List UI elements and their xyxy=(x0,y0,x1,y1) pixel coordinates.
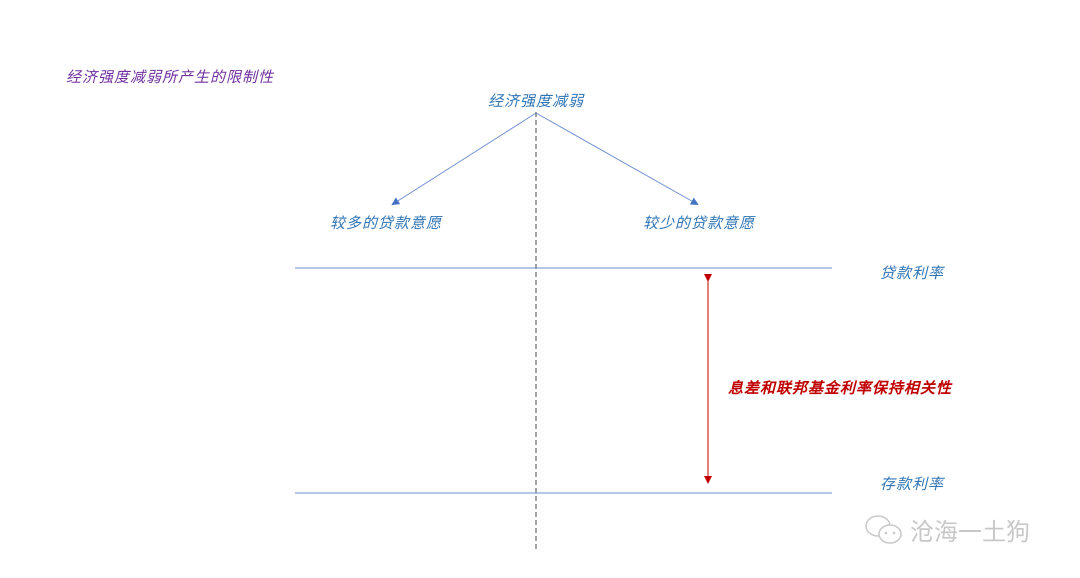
loan-rate-label: 贷款利率 xyxy=(880,264,945,282)
spread-label: 息差和联邦基金利率保持相关性 xyxy=(728,379,953,397)
arrow-to-right-branch xyxy=(535,112,699,205)
root-node-label: 经济强度减弱 xyxy=(488,92,585,110)
wechat-icon xyxy=(865,514,902,544)
watermark: 沧海一土狗 xyxy=(864,512,1030,547)
right-branch-label: 较少的贷款意愿 xyxy=(643,214,756,232)
arrow-to-left-branch xyxy=(391,112,537,206)
left-branch-label: 较多的贷款意愿 xyxy=(330,214,443,232)
deposit-rate-label: 存款利率 xyxy=(880,475,945,493)
watermark-text: 沧海一土狗 xyxy=(910,518,1030,546)
page-title: 经济强度减弱所产生的限制性 xyxy=(66,68,275,86)
